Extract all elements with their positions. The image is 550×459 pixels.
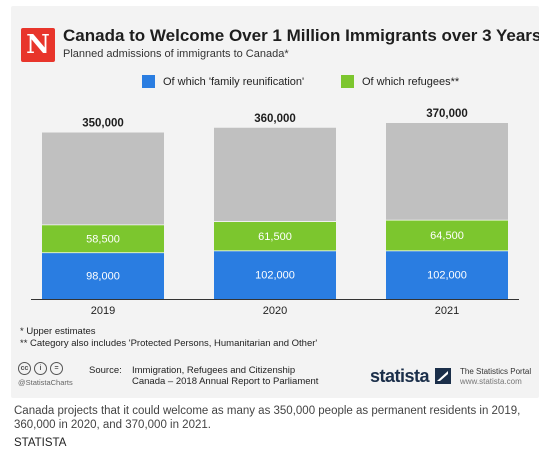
statista-handle: @StatistaCharts: [18, 378, 73, 387]
footnote-refugees-category: ** Category also includes 'Protected Per…: [20, 338, 318, 349]
total-label: 370,000: [426, 108, 468, 120]
legend-item-refugees: Of which refugees**: [341, 75, 459, 88]
legend-swatch-family: [142, 75, 155, 88]
license-icons: cc i =: [18, 362, 63, 375]
bar-family-2020: [214, 250, 336, 299]
legend-swatch-refugees: [341, 75, 354, 88]
data-label-bar-family: 102,000: [255, 270, 295, 282]
statista-portal: The Statistics Portal www.statista.com: [460, 367, 531, 387]
bar-chart-plot: 98,000 58,500 350,000 2019 102,000 61,500 360,…: [31, 108, 519, 317]
source-line-2: Canada – 2018 Annual Report to Parliamen…: [132, 376, 319, 387]
source-line-1: Immigration, Refugees and Citizenship: [132, 365, 296, 376]
footnote-upper-estimates: * Upper estimates: [20, 326, 96, 337]
total-label: 350,000: [82, 118, 124, 130]
bar-family-2021: [386, 250, 508, 299]
data-label-bar-refugees: 61,500: [258, 231, 292, 243]
chart-card: N Canada to Welcome Over 1 Million Immig…: [11, 6, 539, 398]
portal-url: www.statista.com: [460, 377, 522, 386]
portal-label: The Statistics Portal: [460, 367, 532, 376]
bar-family-2019: [42, 252, 164, 299]
no-derivatives-icon: =: [50, 362, 63, 375]
bar-refugees-2020: [214, 221, 336, 251]
x-tick-label: 2020: [263, 305, 287, 317]
data-label-bar-family: 98,000: [86, 271, 120, 283]
image-credit: STATISTA: [14, 437, 67, 449]
chart-subtitle: Planned admissions of immigrants to Cana…: [63, 48, 289, 60]
legend-label-family: Of which 'family reunification': [163, 75, 305, 88]
bar-other-2020: [214, 127, 336, 222]
data-label-bar-family: 102,000: [427, 270, 467, 282]
newsweek-logo: N: [21, 28, 55, 62]
x-tick-label: 2019: [91, 305, 115, 317]
bar-other-2021: [386, 123, 508, 220]
bar-refugees-2019: [42, 224, 164, 253]
chart-legend: Of which 'family reunification' Of which…: [11, 75, 539, 91]
footnotes: * Upper estimates ** Category also inclu…: [20, 326, 317, 350]
data-label-bar-refugees: 64,500: [430, 230, 464, 242]
source-text: Immigration, Refugees and Citizenship Ca…: [132, 365, 372, 387]
bar-refugees-2021: [386, 219, 508, 251]
attribution-icon: i: [34, 362, 47, 375]
chart-title: Canada to Welcome Over 1 Million Immigra…: [63, 26, 539, 45]
article-caption: Canada projects that it could welcome as…: [14, 405, 521, 431]
bar-other-2019: [42, 132, 164, 225]
statista-wordmark: statista: [370, 366, 430, 386]
creative-commons-icon: cc: [18, 362, 31, 375]
legend-label-refugees: Of which refugees**: [362, 75, 460, 88]
x-tick-label: 2021: [435, 305, 459, 317]
data-label-bar-refugees: 58,500: [86, 233, 120, 245]
logo-letter: N: [26, 30, 50, 60]
source-label: Source:: [89, 365, 122, 376]
legend-item-family: Of which 'family reunification': [142, 75, 304, 88]
total-label: 360,000: [254, 113, 296, 125]
statista-logo-icon: [435, 368, 451, 384]
